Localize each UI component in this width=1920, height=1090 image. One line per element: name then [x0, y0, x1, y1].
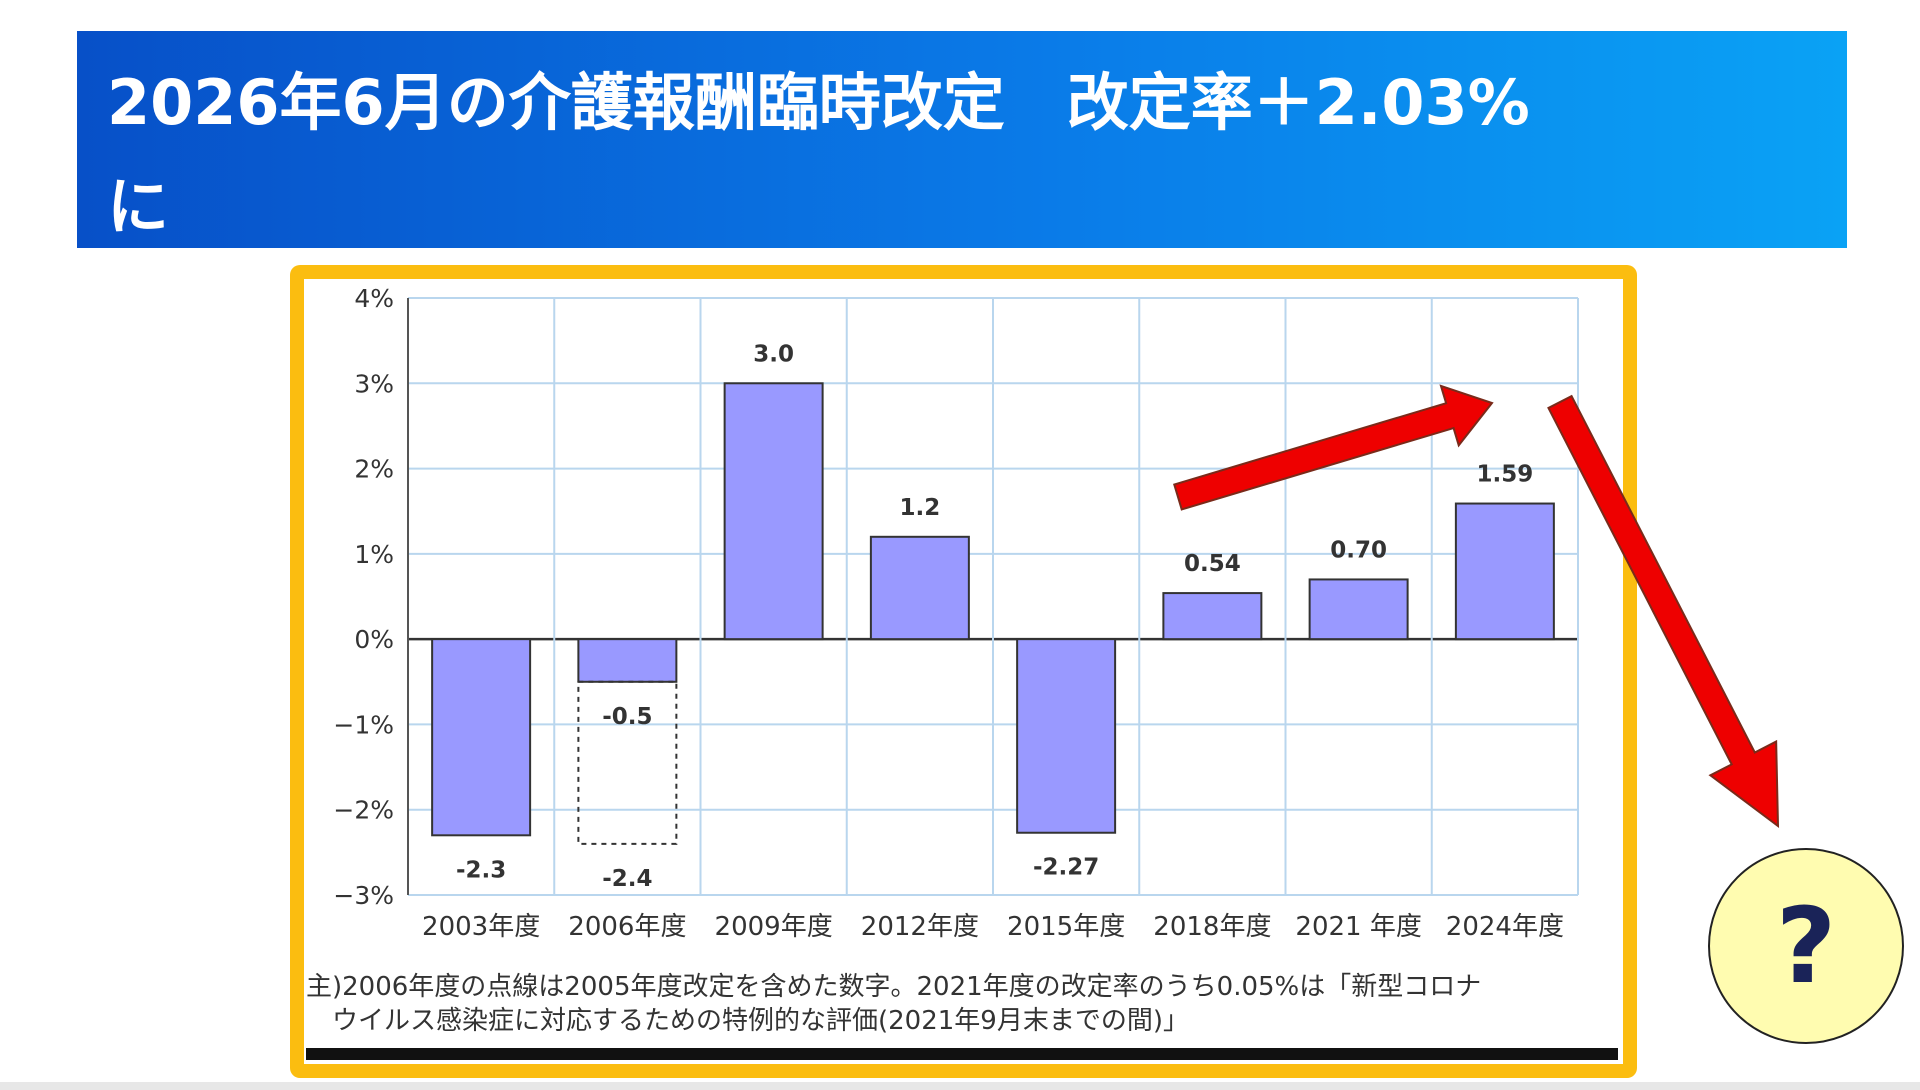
- footnote-line-2: ウイルス感染症に対応するための特例的な評価(2021年9月末までの間)」: [332, 1006, 1189, 1036]
- dotted-bar-label: -2.4: [602, 866, 652, 892]
- chart-grid: [407, 297, 1579, 896]
- down-trend-arrow: [1547, 394, 1780, 829]
- chart-footnote: 主)2006年度の点線は2005年度改定を含めた数字。2021年度の改定率のうち…: [306, 970, 1626, 1038]
- y-tick-label: 0%: [354, 625, 394, 654]
- bar: [577, 638, 678, 683]
- x-tick-label: 2018年度: [1153, 912, 1271, 942]
- question-circle: ?: [1708, 848, 1904, 1044]
- bar: [1454, 502, 1555, 641]
- x-tick-label: 2024年度: [1446, 912, 1564, 942]
- data-label: -0.5: [602, 704, 652, 730]
- x-tick-label: 2009年度: [715, 912, 833, 942]
- x-tick-label: 2006年度: [568, 912, 686, 942]
- y-tick-label: −2%: [333, 796, 394, 825]
- x-tick-label: 2003年度: [422, 912, 540, 942]
- y-tick-label: 3%: [354, 369, 394, 398]
- bar: [869, 535, 970, 641]
- bar: [723, 382, 824, 641]
- chart-bottom-bar: [306, 1048, 1618, 1060]
- page-bottom-border: [0, 1082, 1920, 1090]
- up-trend-arrow: [1173, 384, 1494, 511]
- bar: [1308, 578, 1409, 641]
- data-label: 1.59: [1477, 462, 1534, 488]
- data-label: -2.3: [456, 857, 506, 883]
- x-tick-label: 2021 年度: [1295, 912, 1421, 942]
- y-tick-label: 1%: [354, 540, 394, 569]
- data-label: 1.2: [900, 495, 941, 521]
- bar: [1162, 592, 1263, 641]
- trend-arrows: [1173, 384, 1780, 829]
- data-label: 0.70: [1330, 537, 1387, 563]
- chart-bars: [431, 382, 1555, 845]
- y-tick-label: −3%: [333, 881, 394, 910]
- y-tick-label: 4%: [354, 284, 394, 313]
- footnote-line-1: 主)2006年度の点線は2005年度改定を含めた数字。2021年度の改定率のうち…: [306, 972, 1482, 1002]
- y-tick-label: 2%: [354, 455, 394, 484]
- y-tick-label: −1%: [333, 710, 394, 739]
- data-label: 3.0: [753, 341, 794, 367]
- data-label: 0.54: [1184, 551, 1241, 577]
- question-mark: ?: [1775, 885, 1837, 1007]
- bar: [431, 638, 532, 837]
- x-tick-label: 2015年度: [1007, 912, 1125, 942]
- chart-labels: 4% 3% 2% 1% 0% −1% −2% −3% -2.3 2003年度 -0.5 2006年度 3…: [333, 284, 1564, 942]
- title-banner: 2026年6月の介護報酬臨時改定 改定率＋2.03% に: [77, 31, 1847, 248]
- bar: [1016, 638, 1117, 834]
- page-title: 2026年6月の介護報酬臨時改定 改定率＋2.03% に: [107, 66, 1530, 243]
- x-tick-label: 2012年度: [861, 912, 979, 942]
- data-label: -2.27: [1033, 855, 1099, 881]
